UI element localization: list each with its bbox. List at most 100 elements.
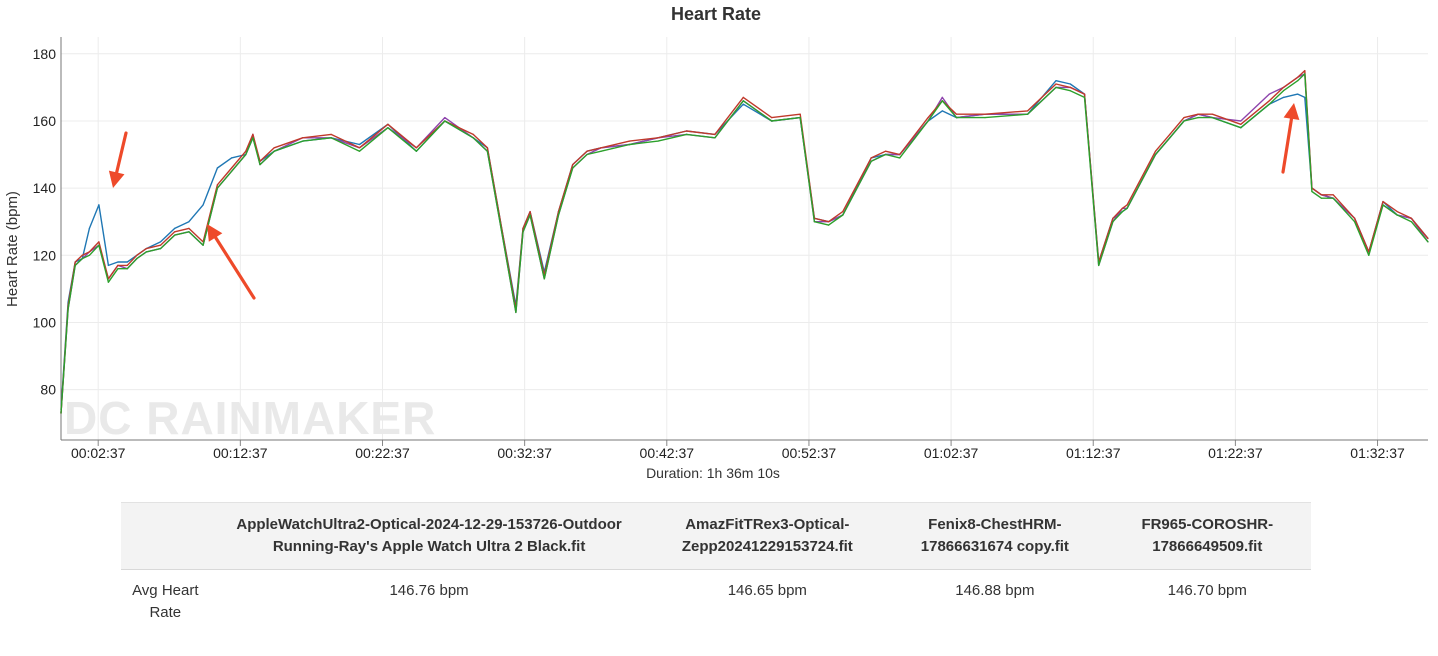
data-point (188, 231, 190, 233)
data-point (1268, 93, 1270, 95)
x-axis-label: Duration: 1h 36m 10s (646, 465, 780, 481)
data-point (870, 157, 872, 159)
data-point (358, 143, 361, 146)
data-point (1304, 73, 1306, 75)
data-point (1112, 217, 1114, 219)
data-point (88, 227, 90, 229)
data-point (522, 227, 524, 229)
data-point (117, 264, 119, 266)
y-tick-label: 100 (33, 314, 57, 330)
data-point (444, 117, 446, 119)
data-point (1083, 96, 1086, 98)
data-point (1055, 86, 1057, 88)
data-point (1332, 197, 1334, 199)
axes: 80 100 120 140 160 180 00:02:37 00:12:37 00:22:3… (33, 37, 1428, 461)
data-point (771, 117, 773, 119)
data-point (1297, 93, 1299, 95)
data-point (302, 137, 304, 139)
data-point (842, 211, 844, 213)
data-point (828, 221, 830, 223)
data-point (572, 164, 574, 166)
data-point (941, 100, 943, 102)
stats-header-applewatch: AppleWatchUltra2-Optical-2024-12-29-1537… (209, 502, 649, 570)
data-point (600, 147, 602, 149)
data-point (955, 117, 958, 119)
y-tick-label: 180 (33, 46, 57, 62)
data-point (1282, 96, 1285, 98)
series-line-4 (60, 73, 1429, 414)
data-point (1282, 86, 1285, 88)
data-point (899, 157, 901, 159)
data-point (174, 231, 176, 233)
data-point (202, 244, 204, 246)
annotation-arrow-3 (1281, 103, 1300, 174)
data-point (1027, 113, 1029, 115)
data-point (174, 234, 176, 236)
data-point (557, 214, 560, 216)
data-point (1396, 214, 1398, 216)
data-point (1169, 133, 1171, 135)
data-point (188, 227, 190, 229)
data-point (1240, 123, 1242, 125)
data-point (1069, 86, 1071, 88)
data-point (927, 117, 929, 119)
data-point (136, 254, 138, 256)
data-point (1126, 204, 1128, 206)
data-point (252, 133, 254, 135)
grid-lines (61, 37, 1428, 440)
data-point (1427, 241, 1429, 243)
data-point (1197, 117, 1199, 119)
annotation-arrow-1 (108, 131, 128, 188)
data-point (88, 254, 90, 256)
x-tick-label: 00:52:37 (782, 445, 837, 461)
data-point (136, 258, 138, 260)
data-point (472, 133, 474, 135)
data-point (67, 308, 69, 310)
data-point (81, 258, 83, 260)
data-point (657, 140, 659, 142)
x-tick-label: 00:12:37 (213, 445, 268, 461)
data-point (657, 137, 659, 139)
data-point (330, 137, 332, 139)
data-point (216, 187, 218, 189)
data-point (415, 150, 417, 152)
data-point (1055, 80, 1057, 82)
data-point (145, 248, 147, 250)
stats-table: AppleWatchUltra2-Optical-2024-12-29-1537… (121, 502, 1311, 634)
data-point (1311, 190, 1313, 193)
data-point (685, 130, 688, 132)
data-point (1320, 194, 1322, 196)
data-point (1410, 221, 1412, 223)
data-point (1211, 113, 1213, 115)
stats-header-row: AppleWatchUltra2-Optical-2024-12-29-1537… (121, 502, 1311, 570)
data-point (586, 153, 588, 156)
data-point (941, 96, 943, 98)
data-point (60, 412, 62, 414)
data-point (145, 251, 147, 253)
data-point (259, 164, 261, 166)
data-point (870, 160, 872, 162)
data-point (415, 147, 417, 149)
data-point (107, 264, 109, 266)
data-point (126, 261, 128, 263)
data-point (159, 241, 162, 243)
data-point (984, 113, 986, 115)
data-point (126, 268, 128, 270)
data-point (444, 120, 446, 122)
stats-header-fr965: FR965-COROSHR-17866649509.fit (1103, 502, 1311, 570)
data-point (629, 143, 631, 146)
data-point (1282, 90, 1285, 92)
data-point (231, 170, 233, 172)
data-point (252, 137, 254, 139)
annotation-arrow-2 (207, 224, 256, 300)
data-point (117, 261, 119, 263)
data-point (799, 117, 801, 119)
stats-header-blank (121, 502, 210, 570)
x-tick-label: 00:32:37 (497, 445, 552, 461)
stats-header-fenix8: Fenix8-ChestHRM-17866631674 copy.fit (886, 502, 1104, 570)
x-tick-label: 00:22:37 (355, 445, 410, 461)
data-point (884, 153, 887, 156)
data-point (245, 150, 247, 152)
data-point (1268, 103, 1270, 105)
x-tick-label: 01:12:37 (1066, 445, 1121, 461)
